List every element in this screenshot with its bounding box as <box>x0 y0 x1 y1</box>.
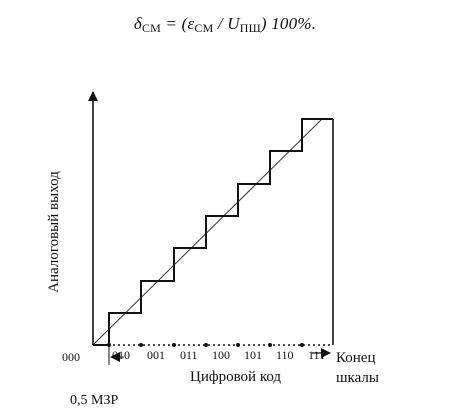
x-tick-dot <box>139 343 143 347</box>
x-code-label: 011 <box>180 348 198 362</box>
formula-delta-sub: СМ <box>141 21 162 35</box>
x-tick-dot <box>268 343 272 347</box>
x-tick-dot <box>172 343 176 347</box>
formula-tail: ) 100%. <box>260 14 317 33</box>
x-code-label: 001 <box>147 348 165 362</box>
x-code-label: 110 <box>276 348 294 362</box>
y-axis-label: Аналоговый выход <box>46 171 62 293</box>
staircase <box>93 118 333 346</box>
formula-eps-sub: СМ <box>194 21 214 35</box>
formula-eq-open: = ( <box>161 14 188 33</box>
lsb-label: 0,5 МЗР <box>70 393 118 408</box>
ideal-line <box>92 118 323 346</box>
x-axis-label: Цифровой код <box>190 369 281 385</box>
formula-u-sub: ПШ <box>239 21 261 35</box>
formula-eps: ε <box>187 14 195 33</box>
formula-delta: δ <box>133 14 142 33</box>
x-tick-dot <box>236 343 240 347</box>
x-code-label: 101 <box>244 348 262 362</box>
x-code-label: 010 <box>112 348 130 362</box>
end-scale-label-line2: шкалы <box>336 370 379 386</box>
error-formula: δСМ = (εСМ / UПШ) 100%. <box>0 14 450 36</box>
formula-div: / <box>213 14 228 33</box>
x-tick-dot <box>300 343 304 347</box>
x-code-label: 100 <box>212 348 230 362</box>
x-tick-dot <box>204 343 208 347</box>
end-scale-label-line1: Конец <box>336 350 375 366</box>
formula-u: U <box>227 14 240 33</box>
x-code-label: 111 <box>308 348 325 362</box>
x-code-label-start: 000 <box>62 350 80 364</box>
